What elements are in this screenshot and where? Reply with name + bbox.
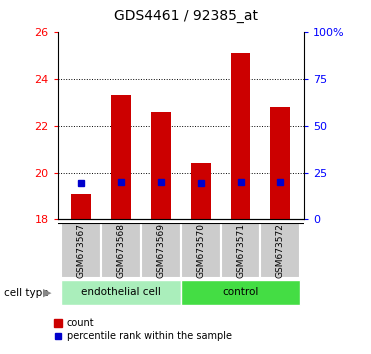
Legend: count, percentile rank within the sample: count, percentile rank within the sample bbox=[55, 318, 232, 341]
Bar bbox=[191, 163, 211, 219]
Bar bbox=[151, 112, 171, 219]
Bar bbox=[260, 223, 300, 278]
Text: ▶: ▶ bbox=[43, 288, 52, 298]
Bar bbox=[62, 280, 181, 305]
Bar bbox=[111, 95, 131, 219]
Bar bbox=[62, 223, 101, 278]
Bar bbox=[181, 280, 300, 305]
Text: control: control bbox=[222, 287, 259, 297]
Text: endothelial cell: endothelial cell bbox=[81, 287, 161, 297]
Bar bbox=[181, 223, 221, 278]
Bar bbox=[101, 223, 141, 278]
Text: GDS4461 / 92385_at: GDS4461 / 92385_at bbox=[114, 9, 257, 23]
Text: GSM673569: GSM673569 bbox=[157, 223, 165, 278]
Text: cell type: cell type bbox=[4, 288, 48, 298]
Text: GSM673571: GSM673571 bbox=[236, 223, 245, 278]
Text: GSM673570: GSM673570 bbox=[196, 223, 205, 278]
Bar bbox=[141, 223, 181, 278]
Text: GSM673568: GSM673568 bbox=[116, 223, 126, 278]
Bar bbox=[221, 223, 260, 278]
Bar bbox=[72, 194, 91, 219]
Bar bbox=[231, 53, 250, 219]
Text: GSM673572: GSM673572 bbox=[276, 223, 285, 278]
Bar bbox=[270, 107, 290, 219]
Text: GSM673567: GSM673567 bbox=[77, 223, 86, 278]
